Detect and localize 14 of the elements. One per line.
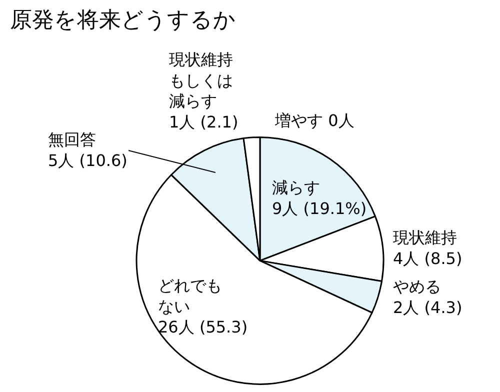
- slice-label: どれでもない: [158, 276, 222, 316]
- data-label: 26人 (55.3): [158, 318, 248, 337]
- data-label: 5人 (10.6): [48, 150, 128, 170]
- slice-label: 減らす: [272, 178, 320, 197]
- slice-label: やめる: [393, 277, 441, 296]
- slice-label: 現状維持: [393, 228, 457, 247]
- slice-label: 現状維持もしくは減らす: [169, 50, 233, 111]
- category-label: 増やす 0人: [275, 111, 354, 130]
- data-label: 9人 (19.1%): [272, 198, 367, 218]
- chart-title: 原発を将来どうするか: [10, 8, 236, 34]
- data-label: 1人 (2.1): [169, 112, 238, 132]
- data-label: 4人 (8.5): [393, 248, 462, 268]
- data-label: 2人 (4.3): [393, 298, 462, 317]
- slice-label: 無回答: [48, 130, 96, 149]
